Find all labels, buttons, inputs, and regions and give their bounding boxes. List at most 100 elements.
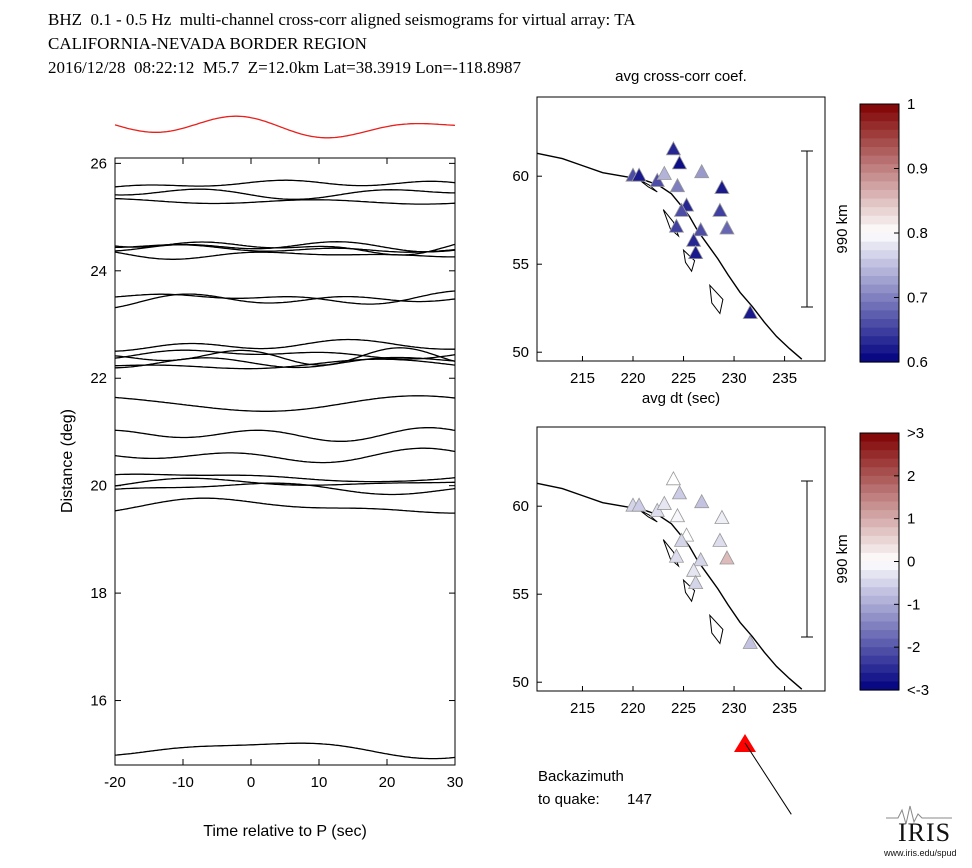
map-y-tick-label: 55: [512, 256, 529, 273]
colorbar-band: [860, 535, 899, 545]
map-x-tick-label: 215: [570, 370, 595, 387]
colorbar-band: [860, 527, 899, 537]
station-marker: [687, 574, 704, 590]
seismogram-trace: [114, 447, 456, 464]
station-marker: [671, 155, 688, 170]
station-marker: [719, 550, 735, 565]
colorbar-band: [860, 164, 899, 174]
station-marker: [656, 165, 672, 180]
scale-bar-label: 990 km: [834, 204, 851, 253]
station-marker: [669, 177, 686, 193]
station-marker: [719, 220, 735, 235]
seismogram-trace: [114, 482, 456, 496]
station-marker: [685, 232, 702, 247]
seismogram-trace: [114, 426, 456, 442]
seismogram-trace: [114, 477, 455, 487]
station-marker: [694, 493, 710, 509]
map-x-tick-label: 235: [772, 370, 797, 387]
colorbar-band: [860, 441, 899, 451]
seismogram-trace: [115, 358, 456, 370]
colorbar-band: [860, 587, 899, 597]
colorbar-band: [860, 172, 899, 182]
iris-logo: [880, 800, 960, 860]
x-tick-label: -10: [172, 774, 194, 791]
map-x-tick-label: 230: [722, 700, 747, 717]
seismogram-trace: [114, 349, 456, 360]
station-marker: [714, 509, 730, 524]
station-marker: [687, 244, 704, 260]
map-y-tick-label: 55: [512, 586, 529, 603]
seismogram-axes-frame: [114, 157, 456, 766]
colorbar-tick-label: <-3: [907, 682, 929, 699]
stacked-trace: [114, 115, 456, 139]
iris-url: www.iris.edu/spud: [884, 848, 957, 858]
colorbar-band: [860, 570, 899, 580]
iris-wordmark: IRIS: [898, 818, 952, 847]
station-marker: [742, 304, 758, 319]
island-outline: [638, 509, 658, 523]
colorbar-band: [860, 327, 899, 337]
station-marker: [693, 221, 709, 237]
colorbar-tick-label: 0.7: [907, 290, 928, 307]
colorbar-tick-label: 0.9: [907, 161, 928, 178]
colorbar-band: [860, 612, 899, 623]
colorbar-band: [860, 604, 899, 614]
y-tick-label: 24: [90, 263, 107, 280]
station-marker: [669, 507, 686, 523]
seismogram-trace: [114, 338, 455, 352]
colorbar-band: [860, 284, 899, 294]
colorbar-band: [860, 467, 899, 477]
coastline: [536, 482, 803, 690]
colorbar-band: [860, 155, 899, 165]
station-marker: [649, 502, 665, 517]
y-tick-label: 16: [90, 693, 107, 710]
map-y-tick-label: 50: [512, 674, 529, 691]
map-y-tick-label: 60: [512, 168, 529, 185]
colorbar-band: [860, 147, 899, 157]
island-outline: [709, 613, 724, 645]
station-marker: [665, 140, 682, 156]
colorbar-band: [860, 250, 899, 260]
colorbar-band: [860, 224, 899, 234]
map-title: avg cross-corr coef.: [615, 68, 747, 85]
backazimuth-label: to quake:: [538, 791, 600, 808]
seismogram-trace: [114, 251, 455, 260]
colorbar-band: [860, 112, 899, 122]
seismogram-trace: [115, 188, 455, 200]
colorbar-band: [860, 344, 899, 354]
dt-colorbar: >3 2 1 0 -1 -2 <-3: [859, 425, 929, 699]
y-axis-label: Distance (deg): [59, 409, 76, 513]
x-tick-label: 20: [379, 774, 396, 791]
colorbar-band: [860, 655, 899, 665]
station-marker: [649, 172, 665, 187]
region-name: CALIFORNIA-NEVADA BORDER REGION: [48, 34, 367, 53]
x-tick-label: -20: [104, 774, 126, 791]
station-marker: [673, 202, 690, 217]
colorbar-band: [860, 207, 899, 217]
island-outline: [709, 283, 724, 315]
colorbar-tick-label: 2: [907, 468, 915, 485]
map-x-tick-label: 220: [620, 370, 645, 387]
colorbar-band: [860, 672, 899, 683]
colorbar-band: [860, 621, 899, 631]
backazimuth-indicator: Backazimuth to quake: 147: [538, 734, 792, 815]
colorbar-tick-label: 0.8: [907, 225, 928, 242]
map-x-axis-label: avg dt (sec): [642, 390, 720, 407]
colorbar-tick-label: -1: [907, 596, 920, 613]
colorbar-tick-label: 0.6: [907, 354, 928, 371]
colorbar-band: [860, 241, 899, 251]
map-x-tick-label: 235: [772, 700, 797, 717]
station-marker: [668, 548, 685, 563]
colorbar-band: [860, 121, 899, 131]
colorbar-band: [860, 276, 899, 286]
colorbar-band: [860, 336, 899, 346]
seismogram-trace: [114, 290, 456, 305]
map-x-tick-label: 225: [671, 370, 696, 387]
colorbar-band: [860, 647, 899, 657]
seismogram-trace: [114, 347, 456, 366]
seismogram-trace: [114, 473, 456, 483]
colorbar-band: [860, 552, 899, 563]
station-marker: [685, 562, 702, 577]
station-marker: [694, 163, 710, 179]
y-tick-label: 22: [90, 370, 107, 387]
